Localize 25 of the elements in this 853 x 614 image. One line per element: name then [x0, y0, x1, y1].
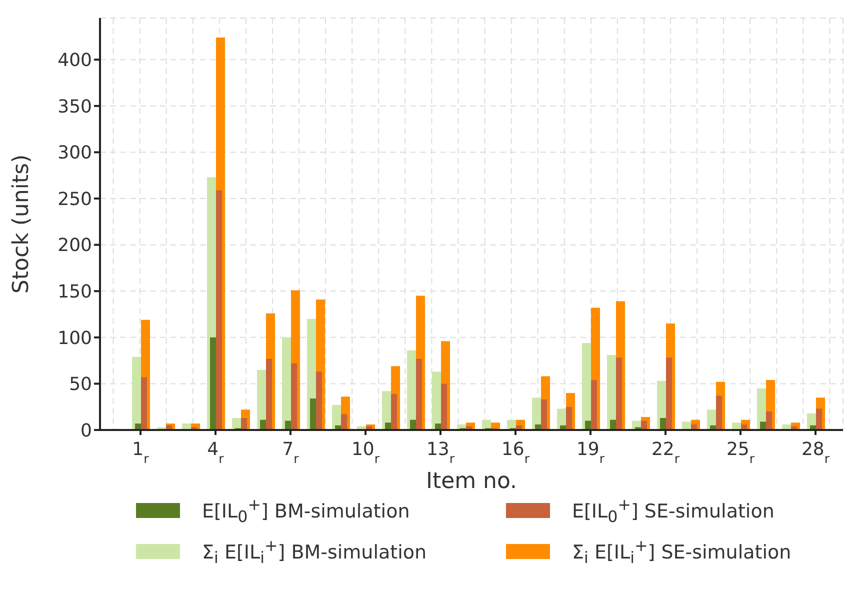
y-tick-label: 50	[69, 374, 92, 396]
x-tick-label: 28$_{r}$	[801, 439, 830, 466]
legend-label: E[IL$_{0}$$^{+}$] SE-simulation	[572, 495, 774, 526]
x-tick-label: 7$_{r}$	[282, 439, 300, 466]
y-tick-label: 350	[58, 96, 92, 118]
x-tick-label: 1$_{r}$	[132, 439, 150, 466]
legend-label: Σ$_{i}$ E[IL$_{i}$$^{+}$] SE-simulation	[572, 536, 792, 568]
x-tick-label: 22$_{r}$	[651, 439, 680, 466]
legend-label: E[IL$_{0}$$^{+}$] BM-simulation	[202, 495, 410, 526]
y-tick-label: 300	[58, 142, 92, 164]
x-tick-label: 13$_{r}$	[426, 439, 456, 466]
x-tick-label: 16$_{r}$	[501, 439, 530, 466]
x-tick-label: 10$_{r}$	[351, 439, 380, 466]
y-tick-label: 0	[80, 420, 92, 442]
y-tick-label: 200	[58, 235, 92, 256]
y-tick-label: 250	[58, 188, 92, 210]
x-tick-label: 25$_{r}$	[726, 439, 756, 466]
y-tick-label: 400	[58, 50, 92, 72]
y-axis-title: Stock (units)	[8, 154, 34, 294]
x-axis-title: Item no.	[426, 469, 518, 494]
x-tick-label: 4$_{r}$	[207, 439, 225, 466]
legend-label: Σ$_{i}$ E[IL$_{i}$$^{+}$] BM-simulation	[202, 536, 427, 568]
y-tick-label: 150	[58, 282, 92, 303]
y-tick-label: 100	[58, 328, 92, 349]
x-tick-label: 19$_{r}$	[576, 439, 606, 466]
